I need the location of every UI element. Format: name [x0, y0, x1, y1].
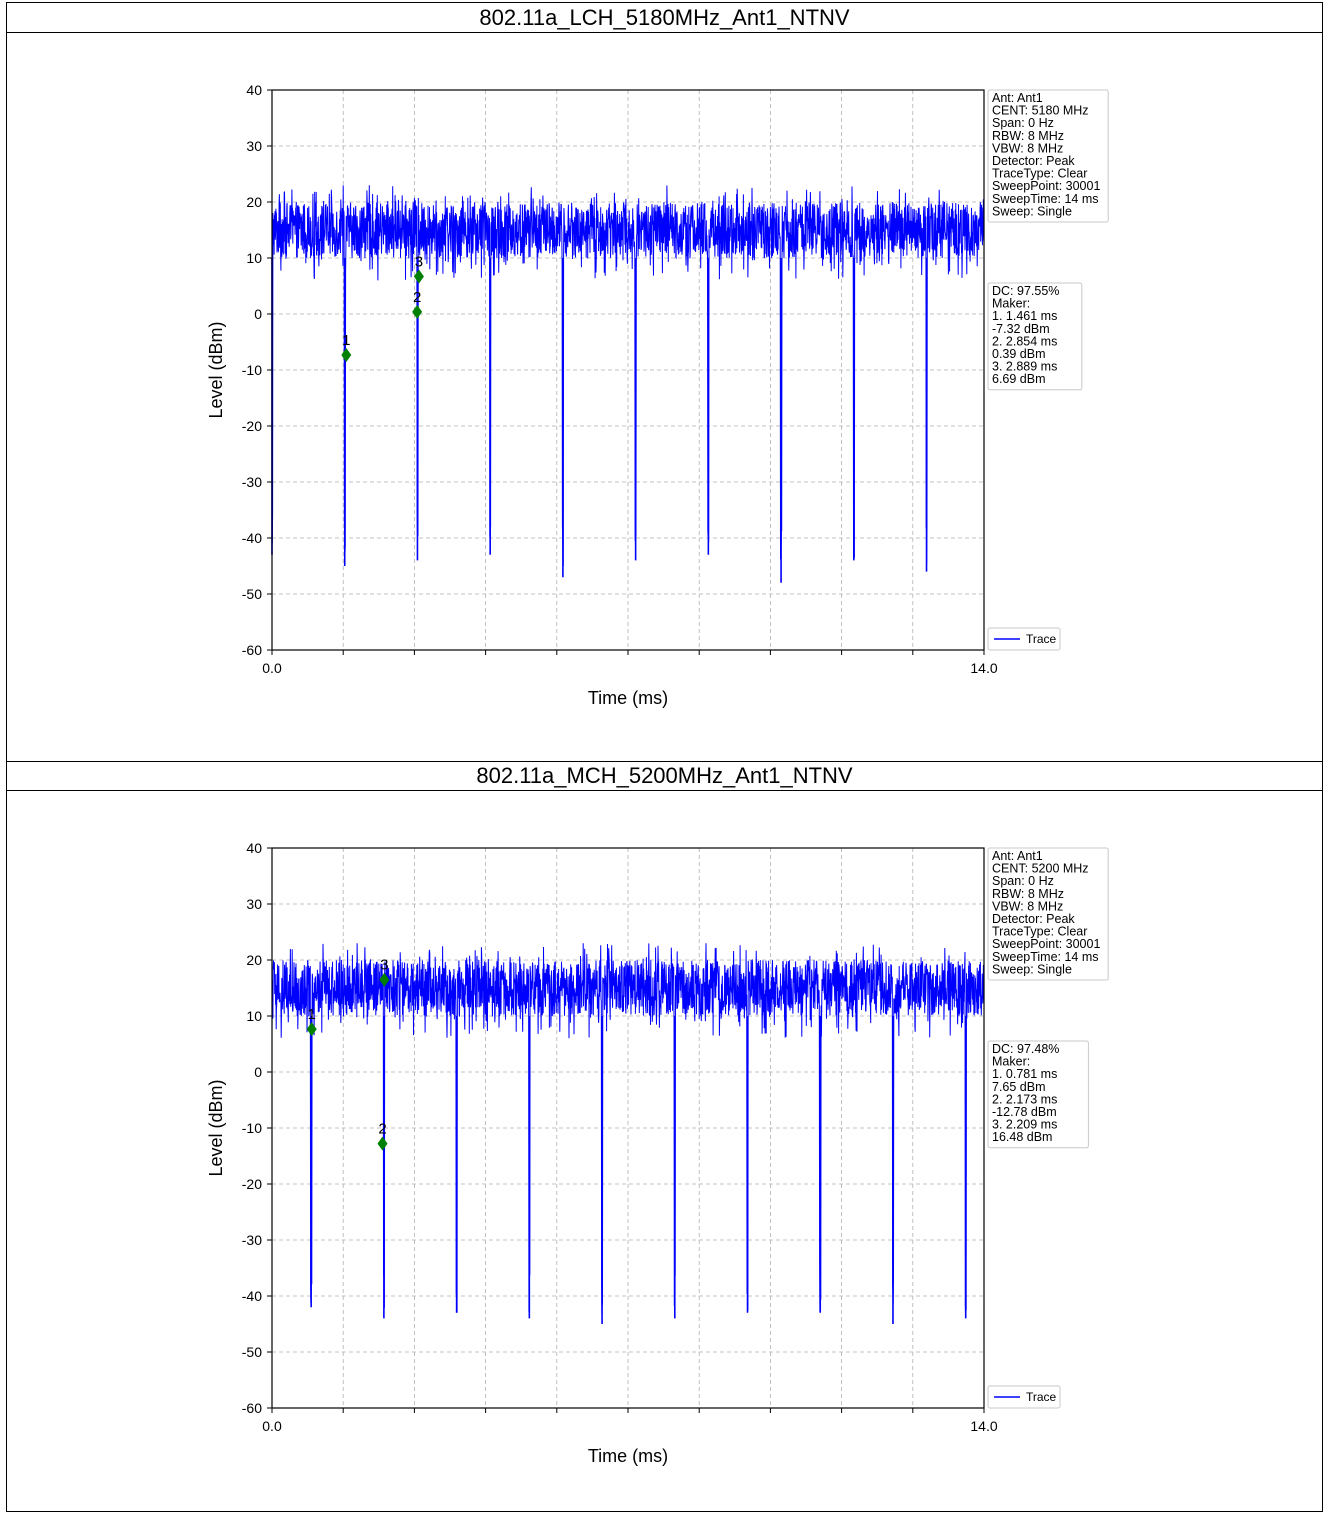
duty-cycle-info-line: Maker: — [992, 1055, 1030, 1069]
settings-info-line: TraceType: Clear — [992, 167, 1087, 181]
x-tick-label: 0.0 — [262, 660, 282, 676]
settings-info-line: Detector: Peak — [992, 912, 1075, 926]
y-tick-label: -40 — [242, 1288, 262, 1304]
duty-cycle-info-box — [987, 282, 1083, 391]
marker-label: 1 — [308, 1006, 316, 1023]
y-tick-label: 20 — [246, 194, 262, 210]
y-tick-label: 0 — [254, 1064, 262, 1080]
settings-info-line: SweepTime: 14 ms — [992, 950, 1099, 964]
marker-diamond — [379, 972, 390, 987]
settings-info-line: Span: 0 Hz — [992, 874, 1054, 888]
y-tick-label: -20 — [242, 418, 262, 434]
legend-box — [987, 1385, 1061, 1409]
duty-cycle-info-line: 0.39 dBm — [992, 347, 1046, 361]
y-tick-label: 10 — [246, 1008, 262, 1024]
duty-cycle-info-line: DC: 97.48% — [992, 1042, 1059, 1056]
y-tick-label: 30 — [246, 138, 262, 154]
y-tick-label: 0 — [254, 306, 262, 322]
legend-label: Trace — [1026, 632, 1057, 646]
y-tick-label: -30 — [242, 474, 262, 490]
settings-info-line: RBW: 8 MHz — [992, 887, 1064, 901]
y-tick-label: -30 — [242, 1232, 262, 1248]
settings-info-line: CENT: 5200 MHz — [992, 862, 1089, 876]
chart-panel-1: 1 2 3 40 30 20 10 0 -10 -20 -30 -40 -50 -600.0 14.0 Tim… — [206, 82, 1109, 708]
marker-label: 1 — [342, 332, 350, 349]
duty-cycle-info-line: 1. 0.781 ms — [992, 1067, 1057, 1081]
settings-info-line: Span: 0 Hz — [992, 116, 1054, 130]
duty-cycle-info-line: 3. 2.889 ms — [992, 360, 1057, 374]
x-tick-label: 14.0 — [970, 660, 997, 676]
duty-cycle-info-line: 1. 1.461 ms — [992, 309, 1057, 323]
duty-cycle-info-line: DC: 97.55% — [992, 284, 1059, 298]
duty-cycle-info-line: 2. 2.173 ms — [992, 1092, 1057, 1106]
marker-label: 2 — [413, 289, 421, 306]
marker-diamond — [341, 347, 352, 362]
duty-cycle-info-line: -7.32 dBm — [992, 322, 1050, 336]
marker-label: 3 — [380, 957, 388, 974]
settings-info-box — [987, 847, 1109, 981]
trace-line — [271, 943, 985, 1318]
y-tick-label: -40 — [242, 530, 262, 546]
y-tick-label: 40 — [246, 840, 262, 856]
y-tick-label: -60 — [242, 642, 262, 658]
duty-cycle-info-line: Maker: — [992, 297, 1030, 311]
y-tick-label: -20 — [242, 1176, 262, 1192]
x-axis-label: Time (ms) — [588, 688, 668, 708]
y-tick-label: 20 — [246, 952, 262, 968]
y-tick-label: -10 — [242, 362, 262, 378]
trace-line — [271, 185, 985, 567]
marker-diamond — [306, 1022, 317, 1037]
duty-cycle-info-box — [987, 1040, 1089, 1149]
settings-info-line: SweepTime: 14 ms — [992, 192, 1099, 206]
settings-info-line: VBW: 8 MHz — [992, 899, 1063, 913]
panel-divider — [6, 761, 1323, 762]
report-frame — [6, 2, 1323, 1512]
settings-info-line: VBW: 8 MHz — [992, 141, 1063, 155]
settings-info-line: Ant: Ant1 — [992, 849, 1043, 863]
marker-label: 2 — [378, 1121, 386, 1138]
panel-title-1: 802.11a_LCH_5180MHz_Ant1_NTNV — [479, 5, 850, 30]
settings-info-line: Ant: Ant1 — [992, 91, 1043, 105]
duty-cycle-info-line: 2. 2.854 ms — [992, 334, 1057, 348]
settings-info-box — [987, 89, 1109, 223]
y-tick-label: -50 — [242, 586, 262, 602]
y-tick-label: 40 — [246, 82, 262, 98]
marker-diamond — [377, 1136, 388, 1151]
marker-diamond — [413, 269, 424, 284]
duty-cycle-info-line: 7.65 dBm — [992, 1080, 1046, 1094]
y-tick-label: 30 — [246, 896, 262, 912]
settings-info-line: Detector: Peak — [992, 154, 1075, 168]
x-tick-label: 0.0 — [262, 1418, 282, 1434]
y-axis-label: Level (dBm) — [206, 321, 226, 418]
legend-box — [987, 627, 1061, 651]
settings-info-line: SweepPoint: 30001 — [992, 179, 1100, 193]
title-divider-2 — [6, 790, 1323, 791]
y-tick-label: -10 — [242, 1120, 262, 1136]
duty-cycle-info-line: 3. 2.209 ms — [992, 1118, 1057, 1132]
marker-diamond — [412, 304, 423, 319]
panel-title-2: 802.11a_MCH_5200MHz_Ant1_NTNV — [476, 763, 853, 788]
y-tick-label: -60 — [242, 1400, 262, 1416]
legend-label: Trace — [1026, 1390, 1057, 1404]
y-axis-label: Level (dBm) — [206, 1079, 226, 1176]
settings-info-line: RBW: 8 MHz — [992, 129, 1064, 143]
x-tick-label: 14.0 — [970, 1418, 997, 1434]
settings-info-line: CENT: 5180 MHz — [992, 104, 1089, 118]
title-divider-1 — [6, 32, 1323, 33]
y-tick-label: 10 — [246, 250, 262, 266]
settings-info-line: SweepPoint: 30001 — [992, 937, 1100, 951]
y-tick-label: -50 — [242, 1344, 262, 1360]
duty-cycle-info-line: 16.48 dBm — [992, 1130, 1052, 1144]
duty-cycle-info-line: 6.69 dBm — [992, 372, 1046, 386]
chart-panel-2: 1 2 3 40 30 20 10 0 -10 -20 -30 -40 -50 -600.0 14.0 Tim… — [206, 840, 1109, 1466]
x-axis-label: Time (ms) — [588, 1446, 668, 1466]
settings-info-line: Sweep: Single — [992, 962, 1072, 976]
duty-cycle-info-line: -12.78 dBm — [992, 1105, 1057, 1119]
settings-info-line: TraceType: Clear — [992, 925, 1087, 939]
settings-info-line: Sweep: Single — [992, 204, 1072, 218]
marker-label: 3 — [415, 254, 423, 271]
